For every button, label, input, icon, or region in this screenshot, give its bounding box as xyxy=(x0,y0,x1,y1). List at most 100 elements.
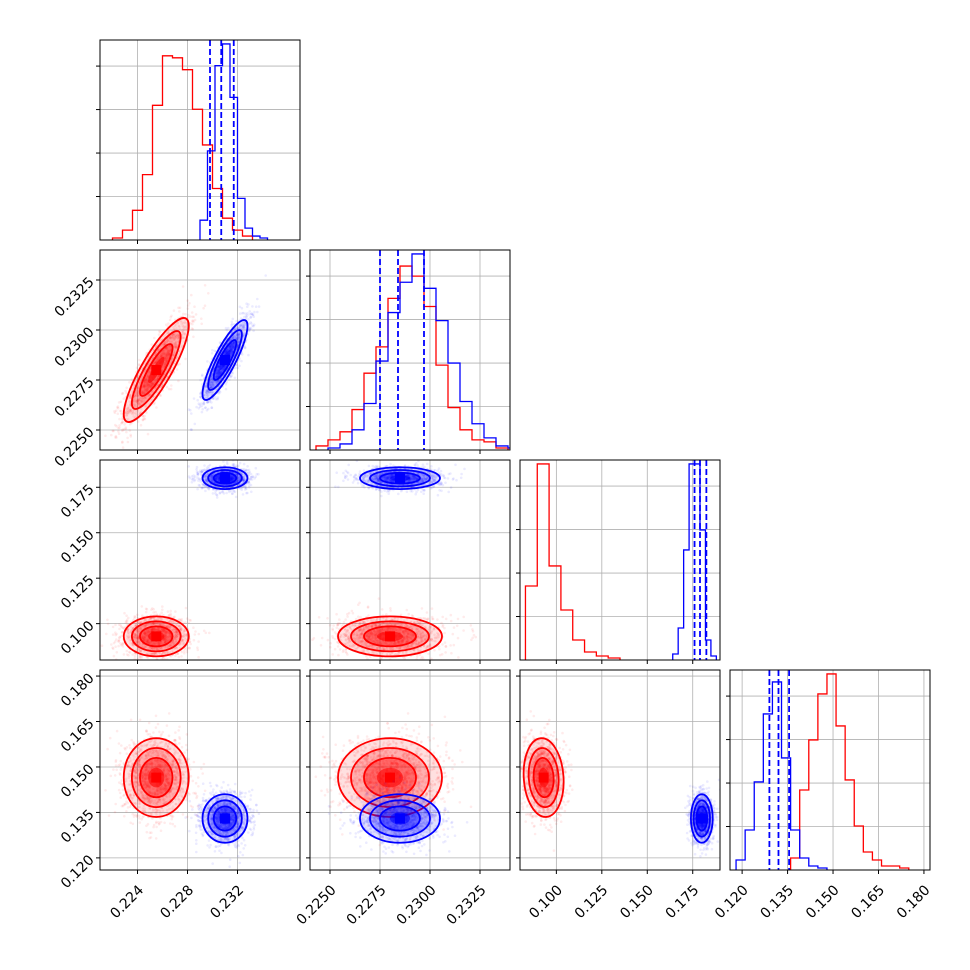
contour-line-series-1 xyxy=(201,466,249,490)
contour-peak-series-1 xyxy=(220,473,230,484)
x-tick-label: 0.180 xyxy=(894,882,934,922)
histogram-series-0 xyxy=(524,463,621,660)
contour-line-series-1 xyxy=(369,469,431,488)
contour-line-series-1 xyxy=(212,471,238,485)
contour-line-series-0 xyxy=(130,330,182,410)
contour-line-series-1 xyxy=(690,793,714,844)
contour-line-series-1 xyxy=(207,329,243,391)
contour-line-series-0 xyxy=(139,625,174,648)
contour-peak-series-1 xyxy=(220,355,230,365)
y-tick-label: 0.100 xyxy=(58,618,98,658)
y-tick-label: 0.150 xyxy=(58,527,98,567)
contour-line-series-0 xyxy=(122,317,190,423)
panel-frame xyxy=(99,249,301,451)
x-tick-label: 0.2275 xyxy=(344,882,390,928)
x-tick-label: 0.135 xyxy=(758,882,798,922)
contour-line-series-0 xyxy=(122,737,190,818)
x-tick-label: 0.100 xyxy=(526,882,566,922)
scatter-panel-3-1: 0.2250 0.2275 0.2300 0.2325 xyxy=(294,669,511,928)
contour-line-series-1 xyxy=(359,466,441,490)
panel-frame xyxy=(519,459,721,661)
contour-line-series-1 xyxy=(201,319,249,401)
x-tick-label: 0.125 xyxy=(572,882,612,922)
panel-frame xyxy=(99,459,301,661)
contour-line-series-1 xyxy=(695,805,709,832)
panel-frame xyxy=(99,39,301,241)
contour-peak-series-0 xyxy=(151,365,162,375)
x-tick-label: 0.2325 xyxy=(444,882,490,928)
x-tick-label: 0.175 xyxy=(663,882,703,922)
panel-frame xyxy=(519,669,721,871)
histogram-series-1 xyxy=(735,681,828,870)
contour-peak-series-0 xyxy=(151,631,162,642)
x-tick-label: 0.232 xyxy=(207,882,247,922)
y-tick-label: 0.125 xyxy=(58,573,98,613)
y-tick-label: 0.165 xyxy=(58,716,98,756)
y-tick-label: 0.120 xyxy=(58,852,98,892)
hist-panel-0 xyxy=(96,39,301,244)
histogram-series-0 xyxy=(111,55,254,240)
y-tick-label: 0.180 xyxy=(58,670,98,710)
contour-line-series-0 xyxy=(130,747,182,809)
contour-line-series-0 xyxy=(363,756,417,799)
contour-line-series-0 xyxy=(139,343,174,397)
panel-frame xyxy=(729,669,931,871)
contour-peak-series-0 xyxy=(385,631,395,642)
contour-line-series-0 xyxy=(122,615,190,658)
y-tick-label: 0.175 xyxy=(58,482,98,522)
y-tick-label: 0.2325 xyxy=(52,274,98,320)
contour-line-series-0 xyxy=(337,737,443,818)
contour-line-series-1 xyxy=(207,799,243,838)
x-tick-label: 0.165 xyxy=(848,882,888,922)
scatter-panel-2-1 xyxy=(306,459,511,664)
contour-peak-series-0 xyxy=(538,772,549,783)
hist-panel-3: 0.120 0.135 0.150 0.165 0.180 xyxy=(712,669,934,922)
y-tick-label: 0.2300 xyxy=(52,324,98,370)
y-tick-label: 0.135 xyxy=(58,807,98,847)
contour-line-series-0 xyxy=(527,747,560,809)
contour-peak-series-0 xyxy=(151,772,162,783)
contour-peak-series-0 xyxy=(385,772,395,783)
panel-frame xyxy=(309,459,511,661)
histogram-series-0 xyxy=(789,673,910,870)
contour-line-series-1 xyxy=(692,799,711,838)
contour-line-series-0 xyxy=(130,620,182,653)
hist-panel-1 xyxy=(306,249,511,454)
contour-line-series-0 xyxy=(139,756,174,799)
panel-frame xyxy=(99,669,301,871)
panel-frame xyxy=(309,669,511,871)
x-tick-label: 0.2250 xyxy=(294,882,340,928)
y-tick-label: 0.2250 xyxy=(52,424,98,470)
hist-panel-2 xyxy=(516,459,721,664)
x-tick-label: 0.2300 xyxy=(394,882,440,928)
contour-line-series-1 xyxy=(207,469,243,488)
y-tick-label: 0.150 xyxy=(58,761,98,801)
x-tick-label: 0.150 xyxy=(803,882,843,922)
histogram-series-0 xyxy=(315,265,509,450)
contour-line-series-1 xyxy=(379,471,421,485)
contour-line-series-0 xyxy=(532,756,555,799)
x-tick-label: 0.120 xyxy=(712,882,752,922)
contour-line-series-1 xyxy=(379,805,421,832)
y-tick-label: 0.2275 xyxy=(52,374,98,420)
contour-line-series-1 xyxy=(369,799,431,838)
scatter-panel-2-0: 0.100 0.125 0.150 0.175 xyxy=(58,459,301,664)
contour-peak-series-1 xyxy=(220,813,230,824)
contour-line-series-1 xyxy=(212,805,238,832)
x-tick-label: 0.228 xyxy=(157,882,197,922)
contour-peak-series-1 xyxy=(395,813,405,824)
scatter-panel-3-0: 0.224 0.228 0.232 0.120 0.135 0.150 0.165 0.180 xyxy=(58,669,301,922)
panel-frame xyxy=(309,249,511,451)
contour-line-series-1 xyxy=(359,793,441,844)
scatter-panel-3-2: 0.100 0.125 0.150 0.175 xyxy=(516,669,721,922)
contour-line-series-0 xyxy=(350,620,430,653)
contour-line-series-1 xyxy=(201,793,249,844)
contour-peak-series-1 xyxy=(696,813,707,824)
contour-peak-series-1 xyxy=(395,473,405,484)
contour-line-series-0 xyxy=(363,625,417,648)
contour-line-series-0 xyxy=(337,615,443,658)
x-tick-label: 0.150 xyxy=(617,882,657,922)
contour-line-series-0 xyxy=(522,737,565,818)
